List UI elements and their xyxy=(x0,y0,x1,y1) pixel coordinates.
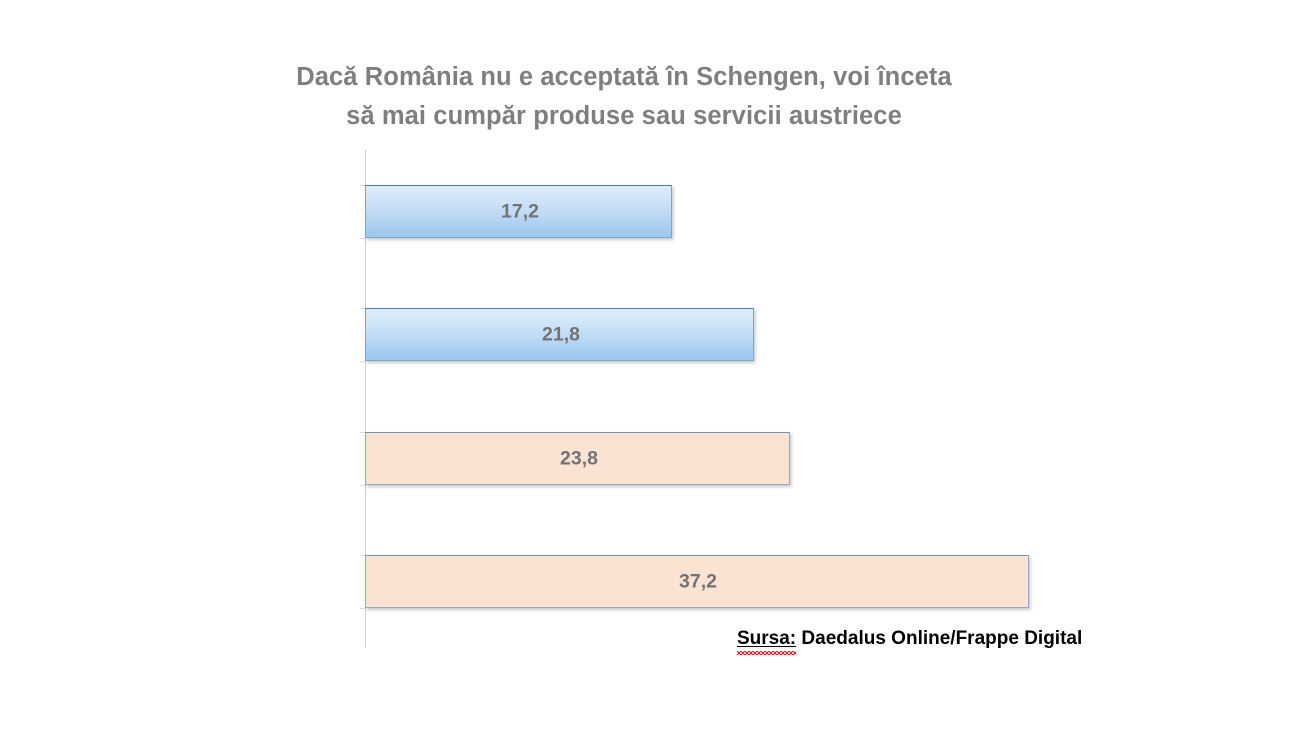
axis-tick xyxy=(360,555,365,556)
category-axis-line xyxy=(365,150,366,648)
bar-value-dezacord-total: 37,2 xyxy=(679,570,717,592)
bar-acord-partial[interactable]: 21,8 xyxy=(365,308,754,361)
source-note: Sursa: Daedalus Online/Frappe Digital xyxy=(737,628,1083,655)
axis-tick xyxy=(360,238,365,239)
axis-tick xyxy=(360,608,365,609)
axis-tick xyxy=(360,361,365,362)
bar-value-dezacord-partial: 23,8 xyxy=(560,447,598,469)
bar-value-acord-partial: 21,8 xyxy=(542,323,580,345)
chart-title: Dacă România nu e acceptată în Schengen,… xyxy=(249,58,999,136)
bar-dezacord-partial[interactable]: 23,8 xyxy=(365,432,790,485)
source-text: Daedalus Online/Frappe Digital xyxy=(801,628,1083,649)
axis-tick xyxy=(360,308,365,309)
source-label-text: Sursa: xyxy=(737,628,797,649)
axis-tick xyxy=(360,185,365,186)
bar-dezacord-total[interactable]: 37,2 xyxy=(365,555,1029,608)
spellcheck-squiggle-icon xyxy=(737,651,797,655)
axis-tick xyxy=(360,485,365,486)
bar-acord-total[interactable]: 17,2 xyxy=(365,185,672,238)
source-label: Sursa: xyxy=(737,628,797,655)
chart-title-line-2: să mai cumpăr produse sau servicii austr… xyxy=(346,101,902,130)
bar-value-acord-total: 17,2 xyxy=(501,200,539,222)
chart-title-line-1: Dacă România nu e acceptată în Schengen,… xyxy=(296,63,952,91)
axis-tick xyxy=(360,432,365,433)
